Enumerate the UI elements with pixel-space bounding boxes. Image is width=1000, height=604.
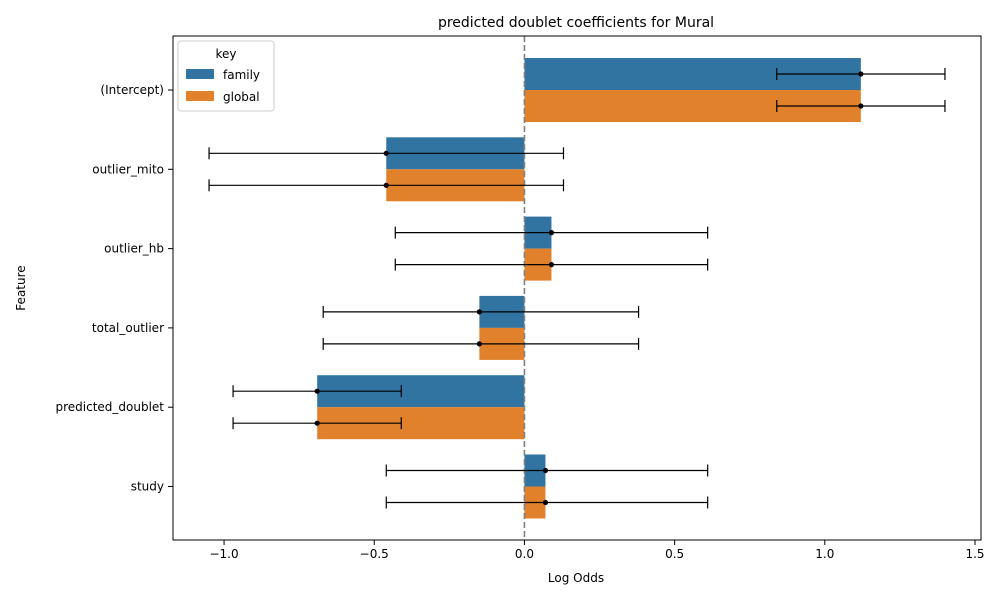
legend: key family global [177, 40, 275, 112]
legend-label-family: family [223, 68, 260, 82]
point-family-0 [858, 71, 864, 77]
point-global-1 [383, 182, 389, 188]
x-tick-label-4: 1.0 [815, 547, 834, 561]
y-tick-label-3: total_outlier [92, 321, 164, 335]
point-global-0 [858, 103, 864, 109]
y-axis-label: Feature [14, 265, 28, 310]
point-family-1 [383, 150, 389, 156]
x-tick-label-0: −1.0 [209, 547, 238, 561]
x-tick-label-5: 1.5 [965, 547, 984, 561]
point-family-2 [548, 230, 555, 236]
legend-label-global: global [223, 90, 260, 104]
y-tick-label-4: predicted_doublet [55, 400, 164, 414]
point-global-4 [314, 420, 320, 426]
plot-frame [172, 35, 982, 541]
x-axis-label: Log Odds [548, 571, 604, 585]
legend-swatch-family [186, 69, 214, 79]
x-tick-label-3: 0.5 [665, 547, 684, 561]
legend-title: key [215, 47, 236, 61]
chart-title: predicted doublet coefficients for Mural [438, 15, 714, 31]
y-tick-label-5: study [131, 480, 164, 494]
plot-layer: −1.0 −0.5 0.0 0.5 1.0 1.5 (Intercept) outlier_m… [55, 35, 985, 561]
point-global-3 [476, 341, 482, 347]
point-global-2 [548, 262, 555, 268]
y-tick-label-1: outlier_mito [92, 162, 164, 176]
y-tick-label-0: (Intercept) [100, 83, 164, 97]
point-family-3 [476, 309, 482, 315]
y-tick-label-2: outlier_hb [104, 242, 164, 256]
x-tick-label-1: −0.5 [360, 547, 389, 561]
x-tick-label-2: 0.0 [515, 547, 534, 561]
point-global-5 [542, 499, 549, 506]
point-family-4 [314, 388, 320, 394]
point-family-5 [542, 467, 549, 474]
legend-swatch-global [186, 91, 214, 101]
